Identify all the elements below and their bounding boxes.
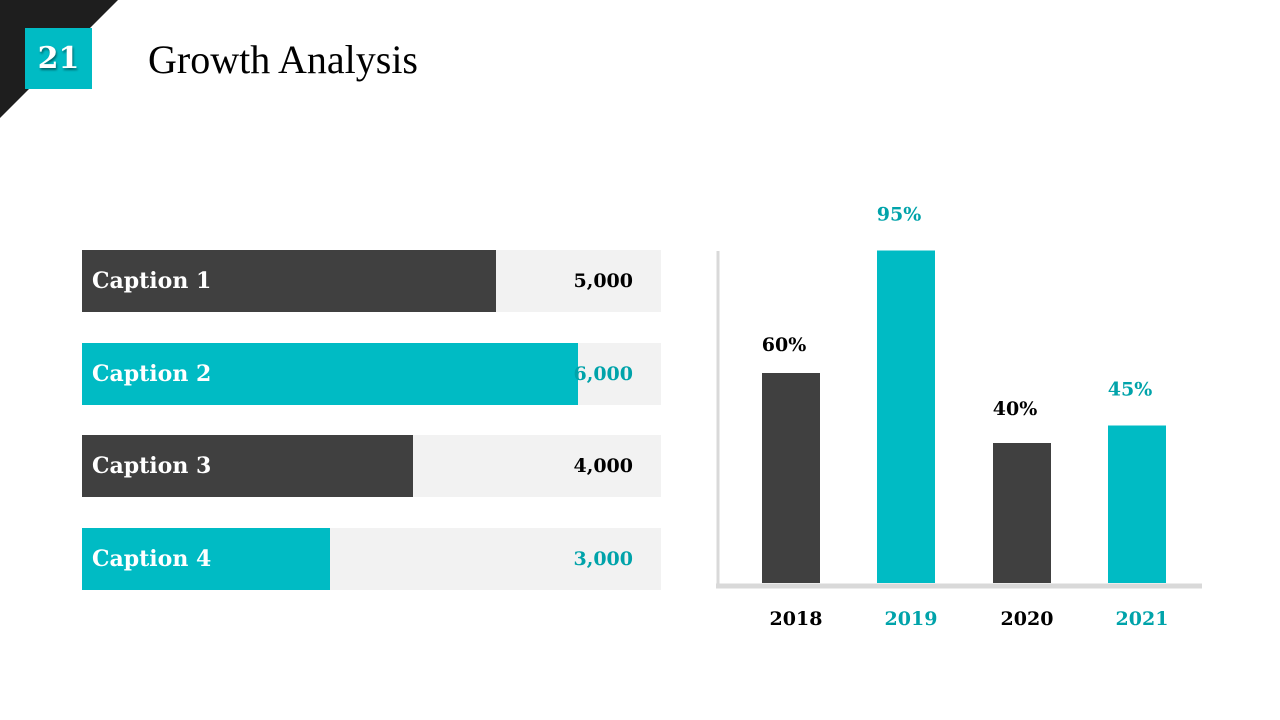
x-tick-label: 2018 — [770, 608, 823, 630]
vbar-2018 — [762, 373, 820, 583]
hbar-fill — [82, 528, 331, 590]
hbar-row: Caption 1 5,000 — [82, 250, 661, 312]
hbar-caption: Caption 4 — [92, 546, 212, 572]
hbar-value-label: 6,000 — [573, 363, 634, 385]
vbar-value-label: 40% — [993, 398, 1038, 420]
slide-number-badge: 21 — [25, 28, 92, 89]
hbar-caption: Caption 1 — [92, 268, 212, 294]
hbar-caption: Caption 3 — [92, 453, 212, 479]
hbar-fill — [82, 250, 496, 312]
vbar-value-label: 60% — [762, 334, 807, 356]
slide-title: Growth Analysis — [148, 37, 418, 82]
vbar-value-label: 95% — [877, 204, 922, 226]
vbar-2021 — [1108, 425, 1166, 583]
vbar-2020 — [993, 443, 1051, 583]
hbar-value-label: 5,000 — [573, 270, 634, 292]
hbar-row: Caption 4 3,000 — [82, 528, 661, 590]
hbar-row: Caption 3 4,000 — [82, 435, 661, 497]
hbar-fill — [82, 435, 413, 497]
x-tick-label: 2020 — [1001, 608, 1054, 630]
x-tick-label: 2021 — [1116, 608, 1169, 630]
hbar-value-label: 3,000 — [573, 548, 634, 570]
vbar-value-label: 45% — [1108, 379, 1153, 401]
hbar-fill — [82, 343, 579, 405]
vbar-2019 — [877, 250, 935, 583]
x-tick-label: 2019 — [885, 608, 938, 630]
hbar-caption: Caption 2 — [92, 361, 212, 387]
hbar-value-label: 4,000 — [573, 455, 634, 477]
hbar-row: Caption 2 6,000 — [82, 343, 661, 405]
